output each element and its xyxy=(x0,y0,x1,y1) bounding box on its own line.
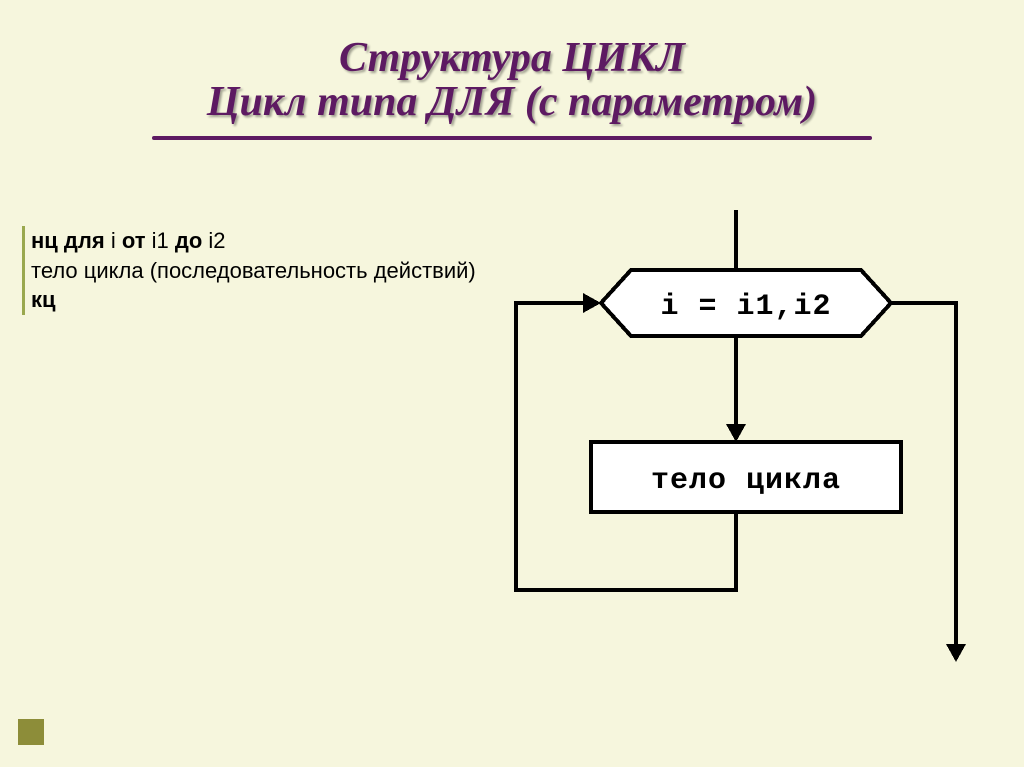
code-line-1: нц для i от i1 до i2 xyxy=(31,226,476,256)
arrowhead-exit xyxy=(946,644,966,662)
kw-ot: от xyxy=(122,228,152,253)
corner-decoration xyxy=(18,719,44,745)
var-i1: i1 xyxy=(152,228,175,253)
title-line-2: Цикл типа ДЛЯ (с параметром) xyxy=(0,78,1024,126)
title-line-1: Структура ЦИКЛ xyxy=(0,34,1024,82)
pseudocode-block: нц для i от i1 до i2 тело цикла (последо… xyxy=(22,226,476,315)
node-loop-header-label: i = i1,i2 xyxy=(660,290,831,324)
kw-nc-dlya: нц для xyxy=(31,228,111,253)
flowchart: i = i1,i2 тело цикла xyxy=(486,210,986,670)
kw-do: до xyxy=(175,228,209,253)
var-i: i xyxy=(111,228,122,253)
var-i2: i2 xyxy=(208,228,225,253)
arrowhead-loopback xyxy=(583,293,601,313)
slide: Структура ЦИКЛ Цикл типа ДЛЯ (с параметр… xyxy=(0,0,1024,767)
title-underline xyxy=(152,136,872,140)
arrowhead-to-body xyxy=(726,424,746,442)
node-loop-body-label: тело цикла xyxy=(651,464,841,498)
code-line-2: тело цикла (последовательность действий) xyxy=(31,256,476,286)
code-line-3: кц xyxy=(31,285,476,315)
